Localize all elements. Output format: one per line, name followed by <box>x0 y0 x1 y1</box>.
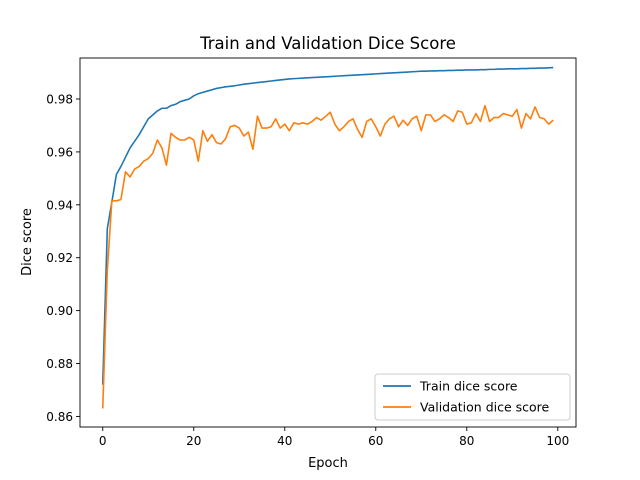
legend-label-train: Train dice score <box>419 379 518 394</box>
y-tick-label: 0.88 <box>46 357 73 371</box>
y-tick-label: 0.94 <box>46 198 73 212</box>
legend: Train dice score Validation dice score <box>374 373 571 421</box>
y-tick-label: 0.90 <box>46 304 73 318</box>
x-tick-label: 60 <box>368 434 383 448</box>
series-line-validation <box>101 104 554 409</box>
plot-area: 0 20 40 60 80 100 0.86 0.88 0.90 0.92 0.94 0.96 0.98… <box>46 57 577 448</box>
x-tick-label: 80 <box>459 434 474 448</box>
x-tick-label: 20 <box>186 434 201 448</box>
y-axis-label: Dice score <box>20 208 35 276</box>
legend-label-validation: Validation dice score <box>420 400 550 415</box>
x-tick-label: 100 <box>546 434 569 448</box>
y-tick-label: 0.92 <box>46 251 73 265</box>
x-tick-label: 40 <box>277 434 292 448</box>
x-axis-label: Epoch <box>308 456 348 471</box>
series-line-train <box>101 66 554 385</box>
y-tick-label: 0.86 <box>46 410 73 424</box>
axes-frame <box>79 57 577 428</box>
legend-box <box>374 373 571 421</box>
y-tick-label: 0.98 <box>46 93 73 107</box>
x-tick-label: 0 <box>99 434 107 448</box>
chart-title: Train and Validation Dice Score <box>199 34 456 53</box>
y-tick-label: 0.96 <box>46 145 73 159</box>
